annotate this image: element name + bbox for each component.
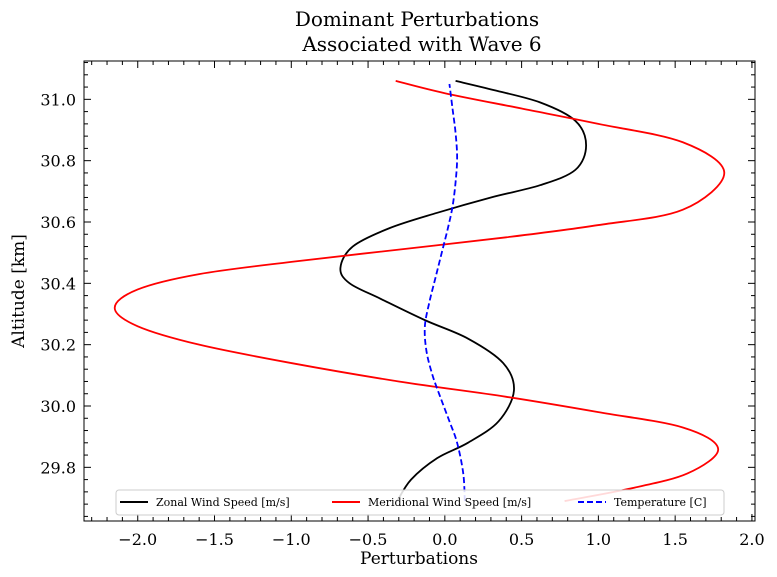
series-line-2 xyxy=(423,83,466,502)
y-tick-label: 30.8 xyxy=(40,152,76,171)
y-tick-label: 30.0 xyxy=(40,397,76,416)
legend-label-temperature: Temperature [C] xyxy=(614,496,707,509)
y-tick-label: 29.8 xyxy=(40,458,76,477)
legend-label-zonal: Zonal Wind Speed [m/s] xyxy=(156,496,290,509)
x-tick-label: −2.0 xyxy=(118,530,157,549)
series-line-1 xyxy=(113,80,726,502)
legend-label-meridional: Meridional Wind Speed [m/s] xyxy=(368,496,531,509)
series-line-0 xyxy=(339,80,587,502)
x-tick-label: 1.0 xyxy=(586,530,611,549)
chart-subtitle: Associated with Wave 6 xyxy=(301,32,541,56)
plot-frame xyxy=(83,60,756,522)
legend: Zonal Wind Speed [m/s] Meridional Wind S… xyxy=(115,489,725,516)
y-tick-label: 30.4 xyxy=(40,274,76,293)
y-tick-label: 31.0 xyxy=(40,90,76,109)
x-tick-label: −0.5 xyxy=(349,530,388,549)
x-tick-label: 1.5 xyxy=(662,530,687,549)
chart-title: Dominant Perturbations xyxy=(295,7,539,31)
y-tick-label: 30.2 xyxy=(40,336,76,355)
x-tick-label: 0.5 xyxy=(509,530,534,549)
x-tick-label: 0.0 xyxy=(432,530,457,549)
x-axis-label: Perturbations xyxy=(360,549,478,569)
legend-box xyxy=(115,489,725,516)
x-tick-label: −1.5 xyxy=(195,530,234,549)
x-tick-label: −1.0 xyxy=(272,530,311,549)
y-axis-label: Altitude [km] xyxy=(9,234,29,349)
x-tick-label: 2.0 xyxy=(739,530,764,549)
y-tick-label: 30.6 xyxy=(40,213,76,232)
ticks-layer: −2.0 −1.5 −1.0 −0.5 0.0 0.5 1.0 1.5 2.0 29.8 30.0 3… xyxy=(40,61,765,549)
series-layer xyxy=(113,80,726,502)
